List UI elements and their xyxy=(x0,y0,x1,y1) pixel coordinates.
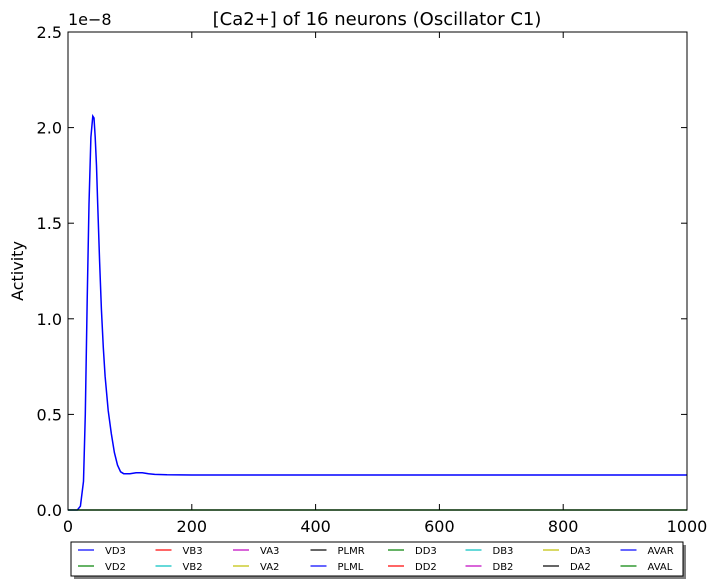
y-tick-label: 1.0 xyxy=(37,310,62,329)
series-line-plml xyxy=(68,113,687,511)
chart-title: [Ca2+] of 16 neurons (Oscillator C1) xyxy=(213,9,542,30)
plot-frame xyxy=(67,31,688,511)
legend: VD3 VD2 VB3 VB2 VA3 VA2 PLMR PLML DD3 DD2 DB3 DB2 DA… xyxy=(70,541,686,579)
legend-label: DD2 xyxy=(415,562,437,573)
x-tick-label: 1000 xyxy=(667,517,708,536)
legend-label: PLML xyxy=(338,562,364,573)
x-axis: 0 200 400 600 800 1000 xyxy=(63,32,707,536)
legend-label: DD3 xyxy=(415,546,437,557)
legend-label: VB3 xyxy=(183,546,203,557)
legend-label: PLMR xyxy=(338,546,365,557)
legend-label: AVAR xyxy=(648,546,674,557)
legend-label: DB3 xyxy=(493,546,514,557)
legend-label: DA2 xyxy=(570,562,591,573)
legend-label: AVAL xyxy=(648,562,673,573)
x-tick-label: 400 xyxy=(300,517,331,536)
legend-label: VD2 xyxy=(105,562,126,573)
y-axis-label: Activity xyxy=(8,241,27,301)
legend-label: DA3 xyxy=(570,546,591,557)
x-tick-label: 800 xyxy=(548,517,579,536)
x-tick-label: 0 xyxy=(63,517,73,536)
y-offset-label: 1e−8 xyxy=(68,10,112,29)
legend-label: VD3 xyxy=(105,546,126,557)
y-tick-label: 1.5 xyxy=(37,214,62,233)
legend-label: VB2 xyxy=(183,562,203,573)
y-axis: 0.0 0.5 1.0 1.5 2.0 2.5 xyxy=(37,23,687,520)
y-tick-label: 2.0 xyxy=(37,119,62,138)
legend-entries: VD3 VD2 VB3 VB2 VA3 VA2 PLMR PLML DD3 DD2 DB3 DB2 DA… xyxy=(78,546,674,573)
legend-label: VA2 xyxy=(260,562,279,573)
y-tick-label: 0.0 xyxy=(37,501,62,520)
y-tick-label: 0.5 xyxy=(37,405,62,424)
legend-box xyxy=(70,541,684,577)
legend-label: DB2 xyxy=(493,562,514,573)
legend-label: VA3 xyxy=(260,546,279,557)
x-tick-label: 600 xyxy=(424,517,455,536)
y-tick-label: 2.5 xyxy=(37,23,62,42)
x-tick-label: 200 xyxy=(177,517,208,536)
plot-area xyxy=(68,32,687,510)
